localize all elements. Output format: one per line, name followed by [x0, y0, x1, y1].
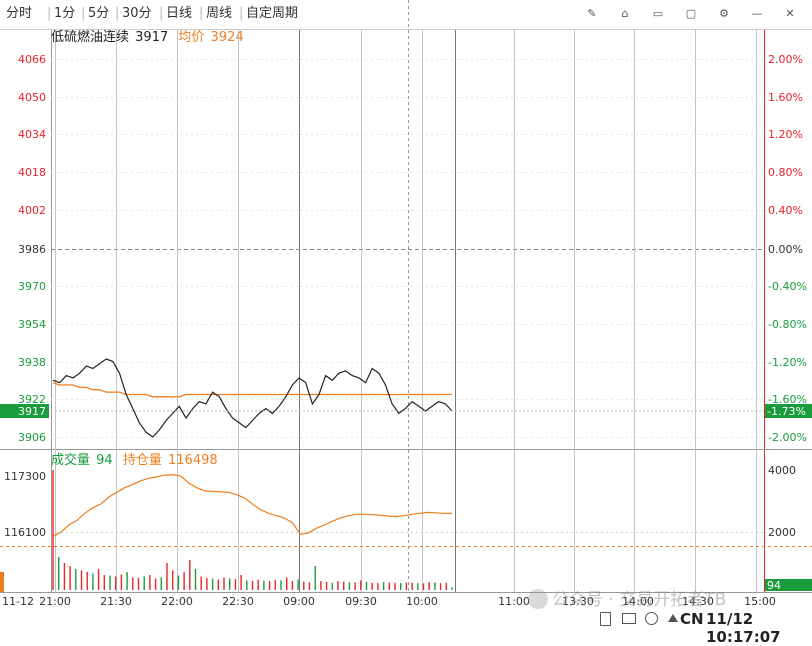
pct-tick-label: -0.80% [768, 318, 807, 331]
market-label: CN [680, 610, 704, 628]
open-interest-label: 持仓量 [122, 453, 162, 468]
volume-label: 成交量 [51, 453, 91, 468]
vol-tick-label: 2000 [768, 526, 796, 539]
intraday-chart[interactable]: 4066 4050 4034 4018 4002 3986 3970 3954 3938 3922… [0, 0, 812, 631]
price-tick-label: 4034 [18, 128, 46, 141]
tab-1[interactable]: 1分 [54, 6, 76, 21]
pct-tick-label: -0.40% [768, 280, 807, 293]
tab-6[interactable]: 自定周期 [246, 6, 299, 21]
instrument-name: 低硫燃油连续 [51, 30, 130, 45]
triangle-icon [668, 614, 678, 622]
volume-value: 94 [96, 453, 113, 468]
price-tick-label: 3986 [18, 243, 46, 256]
current-volume-tag [765, 579, 812, 591]
date-label: 11-12 [2, 595, 34, 608]
tab-separator: | [81, 6, 86, 21]
time-tick-label: 22:00 [161, 595, 193, 608]
time-tick-label: 11:00 [498, 595, 530, 608]
watermark: 公众号 · 交易开拓者TB [528, 588, 726, 612]
current-volume-tag-label: 94 [767, 579, 781, 592]
pct-tick-label: -1.20% [768, 356, 807, 369]
tab-3[interactable]: 30分 [122, 6, 152, 21]
price-tick-label: 3970 [18, 280, 46, 293]
tab-separator: | [199, 6, 204, 21]
time-tick-label: 22:30 [222, 595, 254, 608]
time-tick-label: 10:00 [406, 595, 438, 608]
pct-tick-label: -2.00% [768, 431, 807, 444]
avg-price-value: 3924 [210, 30, 244, 45]
current-price-tag-label: 3917 [18, 405, 46, 418]
price-tick-label: 4050 [18, 91, 46, 104]
phone-icon[interactable] [600, 612, 611, 626]
oi-tick-label: 117300 [4, 470, 46, 483]
price-line [52, 358, 453, 438]
left-marker [0, 572, 4, 592]
tab-separator: | [239, 6, 244, 21]
period-toolbar: 分时 | 1分 | 5分 | 30分 | 日线 | 周线 | 自定周期 ✎ ⌂ ▭ ▢ ⚙ — ✕ [0, 0, 812, 30]
time-tick-label: 21:30 [100, 595, 132, 608]
watermark-icon [528, 589, 548, 609]
tab-separator: | [115, 6, 120, 21]
price-tick-label: 3954 [18, 318, 46, 331]
square-icon[interactable]: ▢ [685, 7, 697, 20]
last-price: 3917 [135, 30, 169, 45]
tab-separator: | [159, 6, 164, 21]
time-tick-label: 14:00 [622, 595, 654, 608]
pct-tick-label: 1.20% [768, 128, 803, 141]
time-tick-label: 14:30 [682, 595, 714, 608]
time-tick-label: 13:30 [562, 595, 594, 608]
status-bar: CN 11/12 10:17:07 [0, 608, 812, 646]
pct-tick-label: 1.60% [768, 91, 803, 104]
oi-tick-label: 116100 [4, 526, 46, 539]
close-icon[interactable]: ✕ [785, 7, 795, 20]
price-tick-label: 4002 [18, 204, 46, 217]
current-pct-tag [765, 404, 812, 419]
price-tick-label: 3938 [18, 356, 46, 369]
drawing-icon[interactable]: ⌂ [621, 7, 629, 20]
pct-tick-label: 2.00% [768, 53, 803, 66]
price-tick-label: 3922 [18, 393, 46, 406]
pencil-icon[interactable]: ✎ [587, 7, 597, 20]
pct-tick-label: 0.40% [768, 204, 803, 217]
pct-tick-label: 0.80% [768, 166, 803, 179]
window-icon[interactable]: ▭ [652, 7, 664, 20]
minimize-icon[interactable]: — [751, 7, 763, 20]
price-tick-label: 3906 [18, 431, 46, 444]
settings-icon[interactable]: ⚙ [719, 7, 729, 20]
current-price-tag [0, 404, 49, 419]
tab-4[interactable]: 日线 [166, 6, 193, 21]
time-tick-label: 09:30 [345, 595, 377, 608]
time-tick-label: 09:00 [283, 595, 315, 608]
current-pct-tag-label: -1.73% [767, 405, 806, 418]
price-tick-label: 4018 [18, 166, 46, 179]
open-interest-value: 116498 [168, 453, 218, 468]
time-tick-label: 15:00 [744, 595, 776, 608]
chart-header: 低硫燃油连续 3917 均价 3924 [51, 29, 244, 47]
avg-price-label: 均价 [178, 30, 205, 45]
open-interest-line [52, 473, 453, 538]
message-icon[interactable] [622, 613, 636, 624]
pct-tick-label: 0.00% [768, 243, 803, 256]
avg-price-line [52, 382, 452, 398]
vol-tick-label: 4000 [768, 464, 796, 477]
tab-0[interactable]: 分时 [6, 6, 33, 21]
alarm-icon[interactable] [645, 612, 658, 625]
time-tick-label: 21:00 [39, 595, 71, 608]
tab-2[interactable]: 5分 [88, 6, 110, 21]
volume-header: 成交量 94 持仓量 116498 [51, 452, 218, 470]
tab-5[interactable]: 周线 [206, 6, 233, 21]
price-tick-label: 4066 [18, 53, 46, 66]
tab-separator: | [47, 6, 52, 21]
datetime: 11/12 10:17:07 [706, 610, 781, 646]
pct-tick-label: -1.60% [768, 393, 807, 406]
